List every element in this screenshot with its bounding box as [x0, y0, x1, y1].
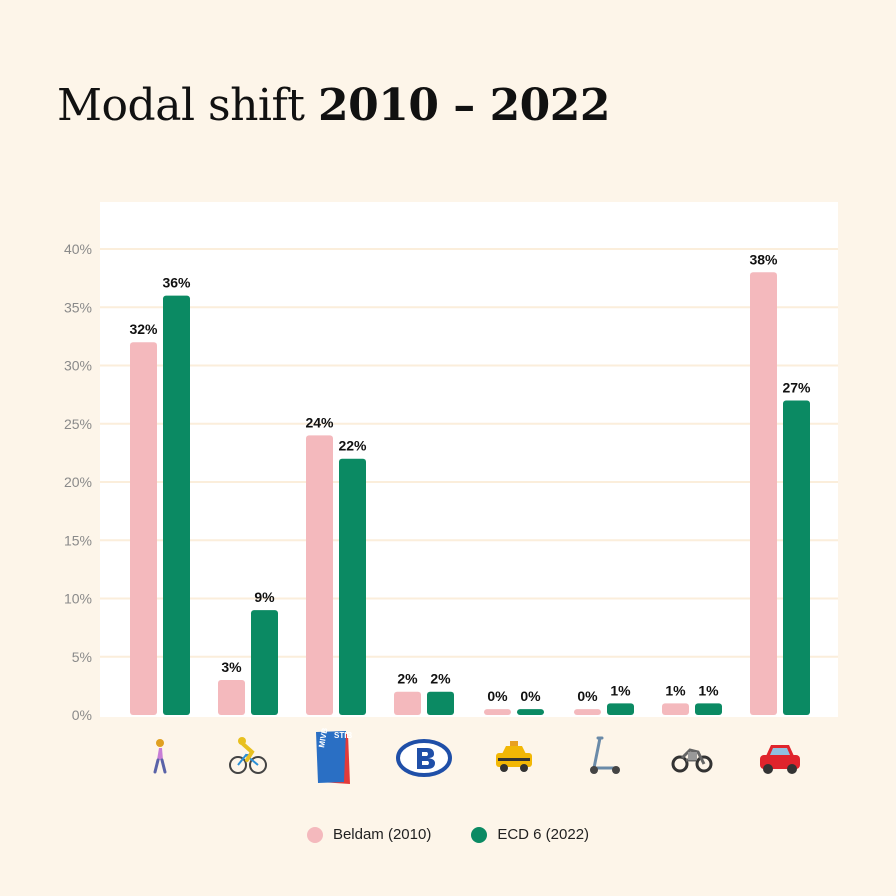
bar-ecd6-7 — [783, 400, 810, 715]
motorcycle-icon — [671, 748, 713, 773]
legend-item-beldam: Beldam (2010) — [306, 826, 432, 843]
plot-panel — [100, 202, 838, 717]
cyclist-icon — [229, 737, 267, 774]
data-label: 0% — [577, 688, 598, 704]
legend-label-ecd6: ECD 6 (2022) — [497, 826, 590, 843]
bar-ecd6-2 — [339, 458, 366, 715]
title-light: Modal shift — [57, 80, 305, 131]
bar-ecd6-5 — [607, 703, 634, 715]
y-tick-label: 30% — [64, 358, 92, 374]
data-label: 2% — [430, 671, 451, 687]
sncb-logo-icon — [396, 739, 452, 777]
data-label: 1% — [665, 682, 686, 698]
data-label: 24% — [305, 414, 334, 430]
data-label: 32% — [129, 321, 158, 337]
legend: Beldam (2010) ECD 6 (2022) — [0, 826, 896, 843]
legend-swatch-ecd6 — [471, 826, 488, 843]
data-label: 36% — [162, 275, 191, 291]
legend-label-beldam: Beldam (2010) — [332, 826, 432, 843]
bar-beldam-4 — [484, 709, 511, 715]
card-text-stib: STIB — [334, 731, 352, 740]
bar-beldam-1 — [218, 680, 245, 715]
taxi-icon — [496, 741, 532, 772]
y-tick-label: 20% — [64, 474, 92, 490]
data-label: 38% — [749, 251, 778, 267]
y-tick-label: 25% — [64, 416, 92, 432]
car-icon — [760, 745, 800, 774]
page-title: Modal shift 2010 – 2022 — [57, 80, 611, 131]
data-label: 0% — [520, 688, 541, 704]
data-label: 9% — [254, 589, 275, 605]
data-label: 2% — [397, 671, 418, 687]
title-bold: 2010 – 2022 — [317, 80, 611, 131]
data-label: 1% — [610, 682, 631, 698]
bar-ecd6-0 — [163, 295, 190, 715]
bar-beldam-2 — [306, 435, 333, 715]
stib-mivb-card-icon: MIVB STIB — [316, 727, 352, 784]
kick-scooter-icon — [590, 736, 620, 774]
y-tick-label: 0% — [72, 707, 92, 723]
data-label: 0% — [487, 688, 508, 704]
bar-beldam-3 — [394, 691, 421, 715]
y-tick-label: 40% — [64, 241, 92, 257]
data-label: 27% — [782, 379, 811, 395]
y-tick-label: 10% — [64, 591, 92, 607]
y-tick-label: 35% — [64, 299, 92, 315]
walking-person-icon — [153, 739, 167, 774]
bar-ecd6-3 — [427, 691, 454, 715]
legend-swatch-beldam — [306, 826, 323, 843]
bar-beldam-6 — [662, 703, 689, 715]
legend-item-ecd6: ECD 6 (2022) — [471, 826, 589, 843]
card-text-mivb: MIVB — [317, 727, 329, 748]
data-label: 1% — [698, 682, 719, 698]
bar-ecd6-1 — [251, 610, 278, 715]
data-label: 3% — [221, 659, 242, 675]
bar-beldam-5 — [574, 709, 601, 715]
y-tick-label: 5% — [72, 649, 92, 665]
bar-beldam-7 — [750, 272, 777, 715]
y-tick-label: 15% — [64, 532, 92, 548]
bar-ecd6-4 — [517, 709, 544, 715]
data-label: 22% — [338, 438, 367, 454]
bar-ecd6-6 — [695, 703, 722, 715]
bar-beldam-0 — [130, 342, 157, 715]
